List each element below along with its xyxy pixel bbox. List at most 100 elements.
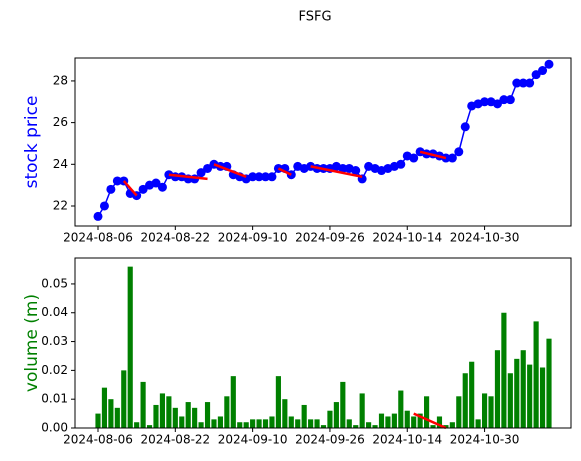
x-tick-label: 2024-08-22 xyxy=(140,231,210,245)
volume-bar xyxy=(398,390,404,428)
price-point xyxy=(409,153,419,163)
figure-title: FSFG xyxy=(298,10,331,25)
volume-bar xyxy=(262,419,269,428)
y-tick-label: 22 xyxy=(53,198,68,212)
axes-frame xyxy=(74,257,572,429)
volume-bar xyxy=(153,404,159,428)
price-line xyxy=(97,63,550,217)
x-tick-label: 2024-10-14 xyxy=(372,231,442,245)
trend-line xyxy=(213,163,247,178)
volume-bar xyxy=(436,416,443,428)
x-tick-label: 2024-08-06 xyxy=(63,433,133,447)
volume-bar xyxy=(340,381,346,428)
volume-bar xyxy=(95,413,101,428)
volume-bar xyxy=(488,396,494,428)
volume-bar xyxy=(333,402,339,428)
volume-bar xyxy=(146,425,153,428)
volume-bar xyxy=(417,413,423,428)
trend-line xyxy=(277,167,292,176)
volume-bar xyxy=(204,402,211,428)
volume-bar xyxy=(391,413,397,428)
price-point xyxy=(106,184,116,194)
y-tick-label: 0.05 xyxy=(41,276,68,290)
volume-bar xyxy=(275,376,281,428)
volume-bar xyxy=(301,404,307,428)
price-point xyxy=(338,163,348,173)
price-point xyxy=(248,172,258,182)
volume-bar xyxy=(514,358,520,428)
y-tick-label: 28 xyxy=(53,73,68,87)
volume-bar xyxy=(179,416,185,428)
volume-bar xyxy=(327,410,333,428)
x-tick-label: 2024-08-06 xyxy=(63,231,133,245)
volume-bar xyxy=(539,367,546,428)
price-point xyxy=(396,159,406,169)
x-tick-label: 2024-09-26 xyxy=(295,433,365,447)
volume-bar xyxy=(533,321,539,428)
axes-frame xyxy=(74,57,572,227)
price-point xyxy=(196,168,206,178)
x-tick-label: 2024-10-14 xyxy=(372,433,442,447)
price-point xyxy=(93,211,103,221)
volume-bar xyxy=(166,396,172,428)
price-point xyxy=(454,147,464,157)
trend-line xyxy=(168,173,208,181)
volume-bar xyxy=(224,396,230,428)
price-point xyxy=(267,172,277,182)
volume-bar xyxy=(475,419,481,428)
price-point xyxy=(99,201,109,211)
price-point xyxy=(261,172,271,182)
x-tick-label: 2024-10-30 xyxy=(450,433,520,447)
y-tick-label: 0.03 xyxy=(41,334,68,348)
volume-bar xyxy=(507,373,513,428)
price-point xyxy=(512,78,522,88)
price-point xyxy=(480,97,490,107)
volume-bar xyxy=(295,419,301,428)
volume-bar xyxy=(269,416,275,428)
y-axis-label: stock price xyxy=(22,96,42,189)
volume-bar xyxy=(250,419,256,428)
volume-bar xyxy=(172,407,178,428)
volume-bar xyxy=(134,422,140,428)
price-point xyxy=(112,176,122,186)
y-tick-label: 0.00 xyxy=(41,421,68,435)
volume-bar xyxy=(372,425,378,428)
price-point xyxy=(492,99,502,109)
price-point xyxy=(505,95,515,105)
volume-bar xyxy=(346,419,352,428)
price-point xyxy=(203,163,213,173)
price-point xyxy=(531,70,541,80)
volume-bar xyxy=(366,422,372,428)
volume-bar xyxy=(494,350,501,428)
y-tick-label: 0.02 xyxy=(41,363,68,377)
price-point xyxy=(151,178,161,188)
volume-bar xyxy=(456,396,462,428)
volume-bar xyxy=(114,407,120,428)
price-point xyxy=(518,78,528,88)
volume-bar xyxy=(108,399,114,428)
price-point xyxy=(447,153,457,163)
volume-bar xyxy=(127,266,133,428)
volume-bar xyxy=(385,416,391,428)
price-point xyxy=(254,172,264,182)
volume-bar xyxy=(185,402,191,428)
price-point xyxy=(460,122,470,132)
volume-bar xyxy=(314,419,320,428)
y-tick-label: 0.04 xyxy=(41,305,68,319)
volume-bar xyxy=(481,393,488,428)
volume-bar xyxy=(192,407,198,428)
volume-bar xyxy=(469,361,475,428)
volume-bar xyxy=(430,425,436,428)
x-tick-label: 2024-09-10 xyxy=(218,231,288,245)
volume-bar xyxy=(243,422,249,428)
x-tick-label: 2024-09-10 xyxy=(218,433,288,447)
volume-bar xyxy=(462,373,468,428)
trend-line xyxy=(413,412,447,430)
x-tick-label: 2024-08-22 xyxy=(140,433,210,447)
volume-bar xyxy=(527,364,533,428)
volume-bar xyxy=(320,425,327,428)
price-point xyxy=(544,59,554,69)
volume-bar xyxy=(404,410,410,428)
volume-bar xyxy=(308,419,314,428)
